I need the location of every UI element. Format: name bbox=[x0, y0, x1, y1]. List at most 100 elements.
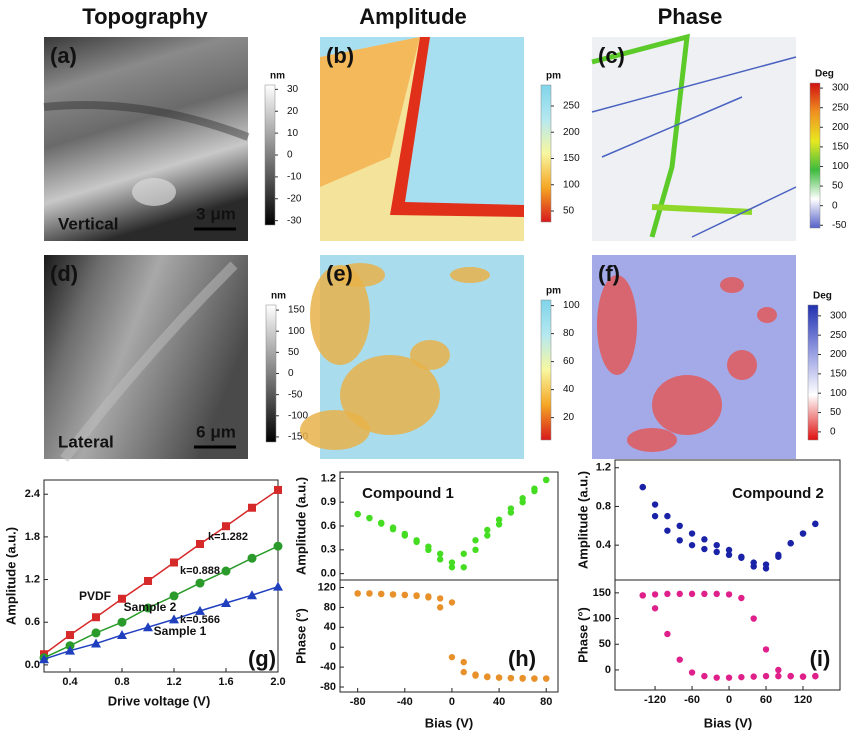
image-feature bbox=[601, 96, 743, 158]
colorbar-tick-label: 0 bbox=[832, 200, 838, 211]
marker bbox=[639, 483, 646, 491]
image-feature bbox=[591, 56, 797, 113]
annotation: (i) bbox=[810, 646, 831, 671]
colorbar-tick-label: 10 bbox=[287, 128, 299, 139]
marker bbox=[425, 543, 432, 550]
marker bbox=[688, 590, 696, 598]
x-tick-label: 0.8 bbox=[114, 676, 129, 688]
plot-frame bbox=[339, 579, 559, 693]
marker bbox=[378, 519, 385, 527]
colorbar-tick-label: 150 bbox=[830, 368, 847, 379]
marker bbox=[775, 672, 782, 680]
marker bbox=[389, 591, 397, 598]
colorbar-unit: Deg bbox=[815, 69, 834, 80]
column-heading: Topography bbox=[82, 4, 208, 29]
marker bbox=[543, 675, 550, 682]
colorbar-unit: Deg bbox=[813, 291, 832, 302]
y-tick-label: 0.4 bbox=[596, 539, 612, 551]
annotation: (h) bbox=[508, 646, 536, 671]
y-tick-label: 2.4 bbox=[25, 488, 41, 500]
colorbar-unit: pm bbox=[546, 286, 561, 297]
y-axis-label: Amplitude (a.u.) bbox=[575, 471, 590, 569]
colorbar-tick-label: -20 bbox=[287, 193, 302, 204]
series-line bbox=[43, 489, 279, 655]
marker bbox=[799, 673, 807, 680]
colorbar-tick-label: 100 bbox=[832, 161, 849, 172]
image-feature bbox=[651, 204, 753, 215]
marker bbox=[460, 658, 467, 666]
y-axis-label: Phase (°) bbox=[293, 608, 308, 664]
marker bbox=[713, 548, 720, 556]
image-panel: (d) Lateral 6 μm bbox=[44, 255, 248, 463]
image-panel: (f) bbox=[592, 255, 796, 459]
plot-frame bbox=[614, 579, 841, 691]
marker bbox=[701, 545, 708, 553]
series-label: PVDF bbox=[79, 589, 111, 603]
marker bbox=[195, 605, 205, 615]
marker bbox=[738, 594, 745, 602]
marker bbox=[248, 503, 256, 512]
marker bbox=[65, 645, 75, 655]
colorbar-tick-label: 200 bbox=[832, 122, 849, 133]
image-feature bbox=[43, 101, 250, 141]
marker bbox=[195, 578, 205, 588]
marker bbox=[92, 613, 100, 622]
scale-bar-label: 3 μm bbox=[196, 204, 236, 223]
marker bbox=[738, 554, 745, 561]
y-tick-label: 100 bbox=[593, 612, 611, 624]
colorbar-tick-label: 20 bbox=[287, 106, 299, 117]
marker bbox=[354, 590, 361, 597]
marker bbox=[531, 487, 538, 495]
series-label: Sample 2 bbox=[124, 600, 177, 614]
colorbar-tick-label: 100 bbox=[563, 179, 580, 190]
y-tick-label: 0 bbox=[330, 641, 336, 653]
colorbar-tick-label: 30 bbox=[287, 84, 299, 95]
marker bbox=[366, 514, 373, 522]
x-tick-label: 1.2 bbox=[166, 676, 181, 688]
marker bbox=[448, 599, 456, 606]
x-tick-label: 0 bbox=[449, 696, 455, 708]
y-tick-label: 80 bbox=[324, 601, 336, 613]
panel-label: (a) bbox=[50, 43, 77, 68]
colorbar-tick-label: -10 bbox=[287, 172, 302, 183]
colorbar-tick-label: -50 bbox=[288, 389, 303, 400]
marker bbox=[484, 532, 491, 539]
y-tick-label: 1.2 bbox=[321, 472, 336, 484]
image-feature bbox=[652, 375, 722, 435]
marker bbox=[495, 521, 503, 528]
marker bbox=[725, 591, 733, 598]
panel-label: (e) bbox=[326, 261, 353, 286]
y-tick-label: 0.6 bbox=[25, 616, 40, 628]
marker bbox=[460, 564, 467, 571]
colorbar-tick-label: 40 bbox=[563, 384, 575, 395]
colorbar-tick-label: -100 bbox=[288, 410, 308, 421]
annotation: (g) bbox=[248, 646, 276, 671]
colorbar-tick-label: 250 bbox=[830, 330, 847, 341]
marker bbox=[273, 581, 283, 591]
y-tick-label: -80 bbox=[320, 681, 336, 693]
panel-label: (d) bbox=[50, 261, 78, 286]
image-bg bbox=[44, 37, 248, 241]
marker bbox=[91, 638, 101, 648]
marker bbox=[775, 666, 782, 674]
marker bbox=[484, 673, 491, 680]
marker bbox=[775, 553, 782, 560]
marker bbox=[143, 622, 153, 632]
column-heading: Phase bbox=[658, 4, 723, 29]
marker bbox=[143, 603, 153, 613]
colorbar-tick-label: 100 bbox=[563, 300, 580, 311]
marker bbox=[425, 593, 432, 600]
colorbar-tick-label: -150 bbox=[288, 432, 308, 443]
image-caption: Lateral bbox=[58, 432, 114, 451]
marker bbox=[118, 594, 126, 603]
series-line bbox=[43, 545, 279, 659]
colorbar bbox=[264, 84, 276, 226]
marker bbox=[221, 598, 231, 608]
y-tick-label: 1.8 bbox=[25, 531, 40, 543]
colorbar bbox=[809, 82, 821, 229]
colorbar-tick-label: 150 bbox=[832, 142, 849, 153]
marker bbox=[664, 590, 671, 598]
y-axis-label: Phase (°) bbox=[575, 607, 590, 663]
marker bbox=[713, 674, 720, 681]
x-axis-label: Drive voltage (V) bbox=[108, 693, 211, 708]
